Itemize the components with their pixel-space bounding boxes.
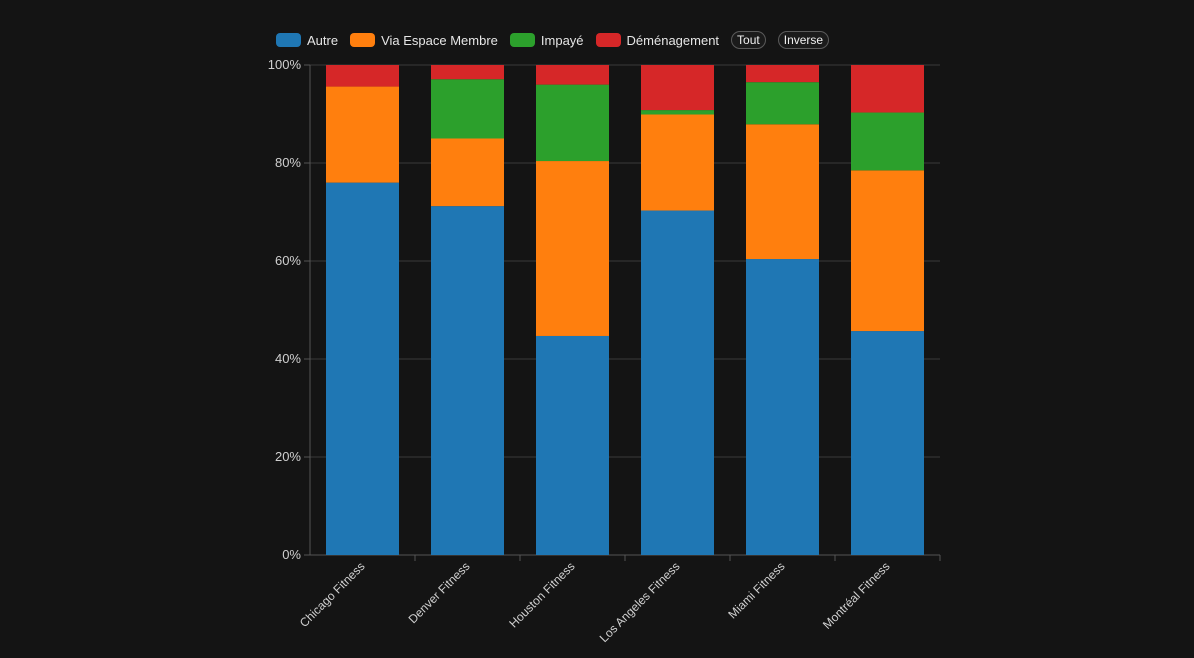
- legend-swatch-impaye: [509, 33, 535, 47]
- legend-swatch-demenagement: [595, 33, 621, 47]
- bar-segment: [536, 161, 609, 336]
- legend-label-autre: Autre: [307, 32, 339, 48]
- bar-segment: [851, 65, 924, 113]
- bar-segment: [746, 82, 819, 125]
- y-tick-label: 0%: [282, 547, 301, 562]
- bar-segment: [851, 112, 924, 171]
- bar-segment: [746, 259, 819, 555]
- bar-segment: [326, 65, 399, 87]
- legend-swatch-autre: [276, 33, 301, 47]
- bar-segment: [851, 331, 924, 555]
- bar-segment: [326, 182, 399, 555]
- legend-item-autre[interactable]: Autre: [276, 33, 338, 48]
- bar-segment: [431, 65, 504, 80]
- chart-legend: Autre Via Espace Membre Impayé Déménagem…: [276, 30, 830, 50]
- y-tick-label: 20%: [275, 449, 301, 464]
- bar-segment: [641, 210, 714, 555]
- legend-label-impaye: Impayé: [540, 32, 584, 48]
- legend-item-via-espace-membre[interactable]: Via Espace Membre: [350, 33, 498, 48]
- y-tick-label: 40%: [275, 351, 301, 366]
- bar-segment: [536, 84, 609, 162]
- bar-segment: [641, 114, 714, 211]
- x-tick-label: Miami Fitness: [725, 559, 787, 621]
- y-tick-label: 80%: [275, 155, 301, 170]
- bar-segment: [326, 86, 399, 183]
- legend-label-demenagement: Déménagement: [626, 32, 720, 48]
- x-tick-label: Denver Fitness: [406, 559, 473, 626]
- legend-item-impaye[interactable]: Impayé: [509, 32, 584, 48]
- x-tick-label: Chicago Fitness: [297, 559, 368, 630]
- select-all-button[interactable]: Tout: [731, 31, 766, 49]
- x-tick-label: Houston Fitness: [506, 559, 577, 630]
- invert-selection-button[interactable]: Inverse: [777, 31, 830, 49]
- bar-segment: [746, 65, 819, 83]
- x-tick-label: Montréal Fitness: [820, 559, 893, 632]
- bar-segment: [641, 110, 714, 115]
- bar-segment: [641, 65, 714, 111]
- bar-segment: [431, 79, 504, 139]
- bar-segment: [431, 138, 504, 207]
- bar-segment: [431, 206, 504, 555]
- bar-segment: [851, 170, 924, 332]
- bar-segment: [746, 124, 819, 260]
- x-tick-label: Los Angeles Fitness: [597, 559, 683, 645]
- bar-segment: [536, 65, 609, 85]
- legend-label-via-espace-membre: Via Espace Membre: [381, 32, 498, 48]
- y-tick-label: 60%: [275, 253, 301, 268]
- y-tick-label: 100%: [268, 57, 302, 72]
- bar-segment: [536, 335, 609, 555]
- legend-swatch-via-espace-membre: [350, 33, 376, 47]
- legend-item-demenagement[interactable]: Déménagement: [595, 32, 720, 48]
